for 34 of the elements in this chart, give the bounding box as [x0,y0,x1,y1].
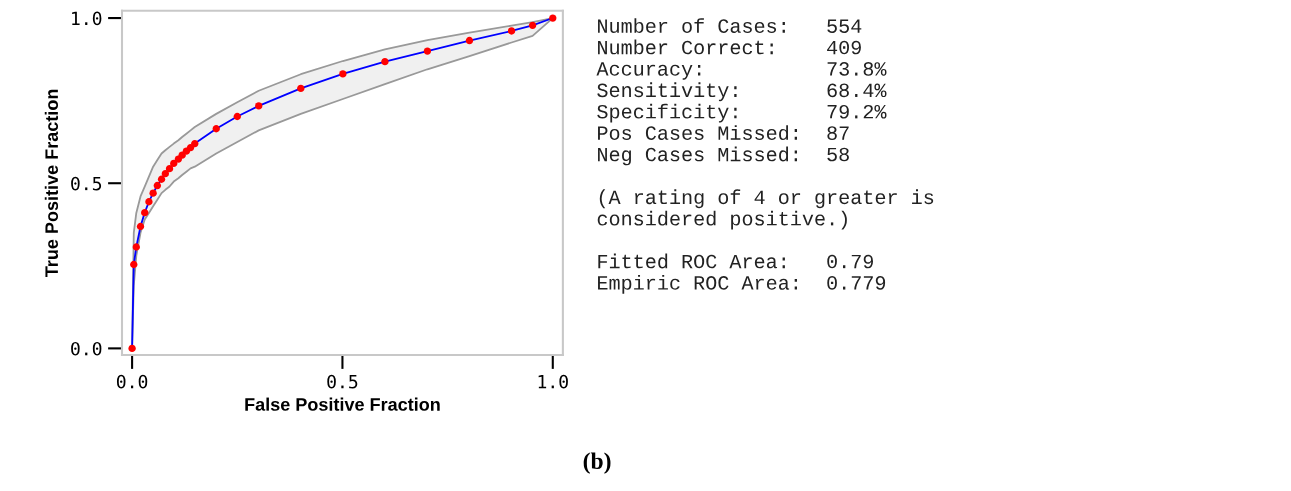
point [141,208,149,217]
x-tick-label: 0.0 [116,374,148,389]
point [528,21,537,30]
y-tick-label: 1.0 [72,11,102,26]
point [507,27,516,35]
point [153,181,162,190]
point [212,125,220,133]
point [465,36,474,45]
point [381,58,389,66]
point [170,159,178,168]
point [145,198,153,206]
y-axis-title: True Positive Fraction [44,89,59,278]
text: (b) [583,452,611,474]
point [191,139,199,148]
point [255,102,263,110]
point [549,14,557,22]
y-tick-label: 0.0 [71,341,102,356]
point [149,189,157,197]
point [132,243,140,251]
point [157,175,166,183]
point [161,169,170,178]
x-tick-label: 1.0 [538,374,568,389]
point [165,165,174,173]
point [136,222,145,231]
point [233,112,241,121]
point [423,47,432,55]
point [339,70,347,78]
x-axis-title: False Positive Fraction [245,397,440,411]
text: Number of Cases: 554 Number Correct: 409 Accuracy: 73.8% Sensitivity: 68.4% Specificity: 79.2% Pos Cases Missed: 87 Neg Cases Missed: 58 (A rating of 4 or greater is considered positive.) Fitted ROC Area: 0.79 Empiric ROC Area: 0.779 [596,18,934,294]
point [130,260,138,269]
y-tick-label: 0.5 [71,176,102,191]
point [297,84,305,93]
point [128,344,136,353]
x-tick-label: 0.5 [327,374,358,389]
